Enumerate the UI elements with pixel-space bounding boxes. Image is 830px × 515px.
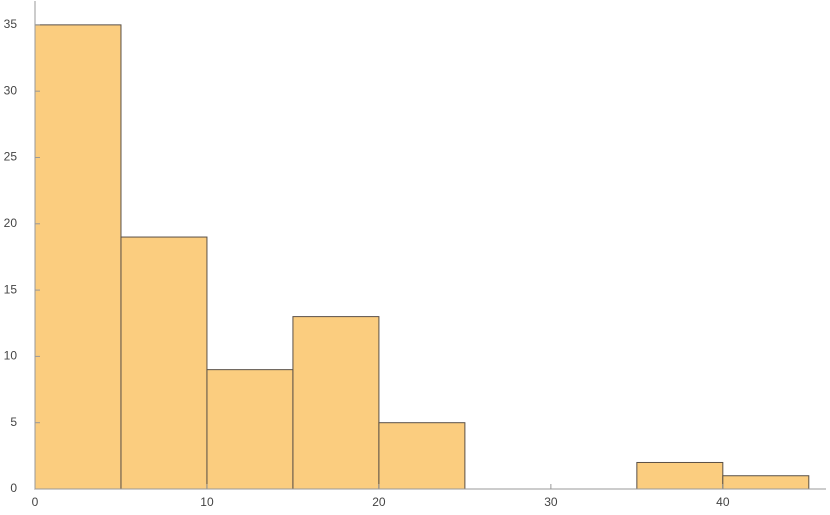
bar: [120, 236, 208, 490]
y-tick-label: 25: [4, 150, 18, 164]
y-tick-label: 35: [4, 17, 18, 31]
bar: [292, 316, 380, 490]
x-tick-label: 40: [716, 495, 730, 509]
x-tick-label: 10: [200, 495, 214, 509]
x-tick-label: 20: [372, 495, 386, 509]
bar: [206, 369, 294, 490]
bar: [378, 422, 466, 490]
y-tick-label: 15: [4, 282, 18, 296]
bar: [722, 475, 810, 490]
y-tick-label: 5: [10, 415, 17, 429]
y-tick-label: 20: [4, 216, 18, 230]
bar: [636, 461, 724, 490]
bar: [34, 24, 122, 490]
y-tick-label: 30: [4, 83, 18, 97]
x-tick-label: 30: [544, 495, 558, 509]
x-tick-label: 0: [32, 495, 39, 509]
y-tick-label: 10: [4, 349, 18, 363]
y-tick-label: 0: [10, 481, 17, 495]
